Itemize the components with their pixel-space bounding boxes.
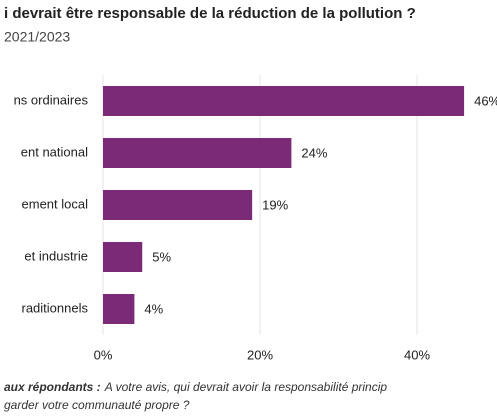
value-label: 46% bbox=[474, 93, 497, 108]
bar bbox=[103, 190, 253, 220]
bar bbox=[103, 242, 143, 272]
chart-subtitle: 2021/2023 bbox=[4, 29, 70, 45]
x-tick-label: 40% bbox=[404, 347, 430, 362]
value-label: 19% bbox=[262, 197, 288, 212]
footnote: aux répondants :A votre avis, qui devrai… bbox=[4, 380, 387, 394]
value-label: 4% bbox=[144, 301, 163, 316]
y-tick-label: ent national bbox=[21, 144, 88, 159]
bar bbox=[103, 294, 135, 324]
y-tick-label: ement local bbox=[22, 196, 89, 211]
footnote-line: garder votre communauté propre ? bbox=[4, 398, 190, 412]
value-label: 5% bbox=[152, 249, 171, 264]
chart-title: i devrait être responsable de la réducti… bbox=[4, 5, 416, 22]
bar bbox=[103, 86, 465, 116]
x-tick-label: 0% bbox=[94, 347, 113, 362]
x-tick-label: 20% bbox=[247, 347, 273, 362]
value-label: 24% bbox=[301, 145, 327, 160]
bar bbox=[103, 138, 292, 168]
y-tick-label: raditionnels bbox=[22, 300, 89, 315]
y-tick-label: ns ordinaires bbox=[14, 92, 89, 107]
y-tick-label: et industrie bbox=[24, 248, 88, 263]
footnote-lead: aux répondants : bbox=[4, 380, 101, 394]
footnote-text: A votre avis, qui devrait avoir la respo… bbox=[104, 380, 388, 394]
